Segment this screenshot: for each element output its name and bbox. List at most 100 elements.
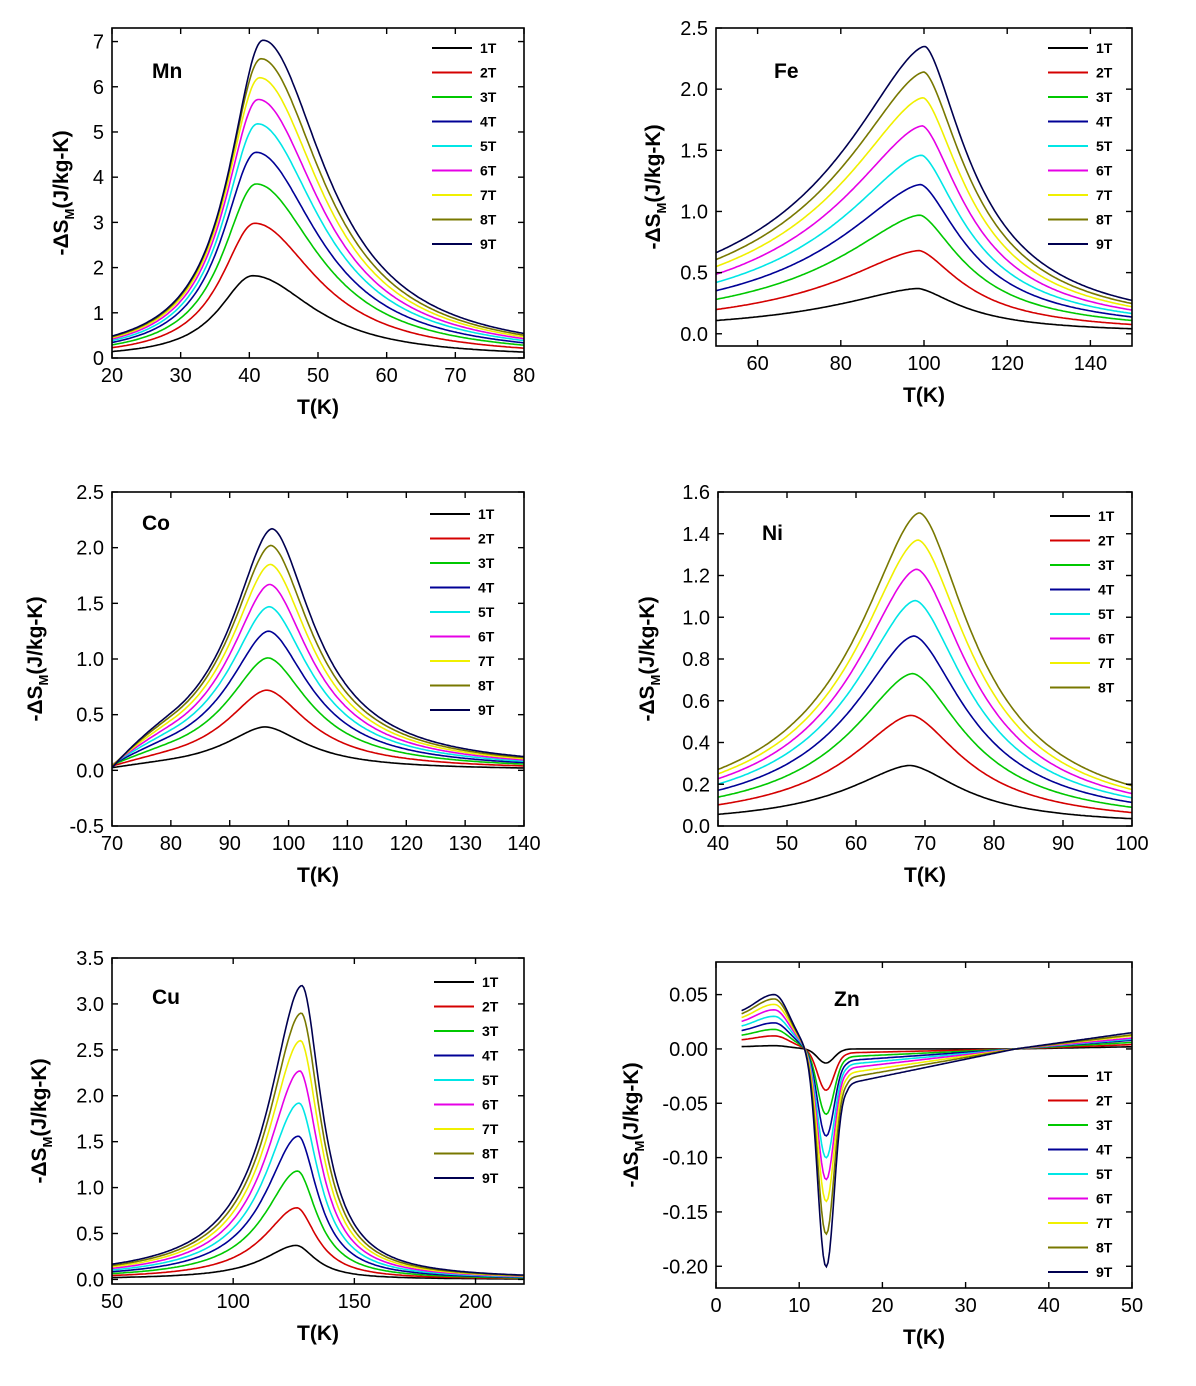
y-tick-label: 4 <box>93 167 104 189</box>
legend-label-9T: 9T <box>478 702 495 718</box>
x-tick-label: 100 <box>907 353 940 375</box>
series-line-1T <box>112 726 524 769</box>
series-line-4T <box>112 630 524 766</box>
series-line-3T <box>718 672 1132 809</box>
legend-label-1T: 1T <box>1096 1068 1113 1084</box>
y-tick-label: 1.0 <box>680 201 708 223</box>
series-line-7T <box>112 76 524 339</box>
x-tick-label: 80 <box>830 353 852 375</box>
x-tick-label: 40 <box>1038 1295 1060 1317</box>
series-line-8T <box>112 1012 524 1277</box>
legend-label-6T: 6T <box>1096 163 1113 179</box>
panel-zn: 0 10 20 30 40 50 -0.20 -0.15 -0.10 -0.05 0.00 0.05 T… <box>620 961 1143 1349</box>
legend-label-5T: 5T <box>480 138 497 154</box>
series-line-7T <box>716 96 1132 308</box>
legend-label-9T: 9T <box>1096 236 1113 252</box>
x-axis-label: T(K) <box>297 396 339 419</box>
legend-label-7T: 7T <box>1096 187 1113 203</box>
x-axis-label: T(K) <box>297 864 339 887</box>
x-tick-label: 140 <box>507 833 540 855</box>
curves <box>716 45 1132 330</box>
x-tick-label: 50 <box>101 1291 123 1313</box>
y-tick-label: 2.5 <box>76 1040 104 1062</box>
y-tick-label: 0 <box>93 348 104 370</box>
series-line-9T <box>741 993 1132 1269</box>
series-line-9T <box>112 39 524 337</box>
series-line-7T <box>112 1039 524 1277</box>
x-tick-label: 30 <box>170 365 192 387</box>
series-line-6T <box>741 1008 1132 1181</box>
x-tick-label: 50 <box>776 833 798 855</box>
series-line-7T <box>718 539 1132 791</box>
legend-label-7T: 7T <box>482 1121 499 1137</box>
y-tick-label: 2 <box>93 258 104 280</box>
series-line-8T <box>716 71 1132 305</box>
x-tick-label: 40 <box>238 365 260 387</box>
y-tick-label: 1.5 <box>680 140 708 162</box>
series-line-9T <box>716 45 1132 302</box>
x-tick-label: 70 <box>101 833 123 855</box>
x-axis-label: T(K) <box>297 1322 339 1345</box>
x-tick-label: 110 <box>331 833 363 855</box>
x-tick-label: 140 <box>1074 353 1107 375</box>
y-tick-label: 0.5 <box>680 263 708 285</box>
legend-label-5T: 5T <box>1098 606 1115 622</box>
series-line-1T <box>716 287 1132 330</box>
series-line-5T <box>112 605 524 766</box>
x-tick-label: 70 <box>444 365 466 387</box>
series-line-4T <box>112 151 524 344</box>
curves <box>741 993 1132 1269</box>
legend-label-8T: 8T <box>478 678 495 694</box>
y-axis-label: -ΔSM(J/kg-K) <box>24 596 51 721</box>
y-axis-label: -ΔSM(J/kg-K) <box>620 1062 647 1187</box>
series-line-2T <box>718 714 1132 814</box>
y-tick-label: 1.6 <box>682 482 710 504</box>
x-tick-label: 90 <box>1052 833 1074 855</box>
x-tick-label: 80 <box>983 833 1005 855</box>
x-tick-label: 50 <box>1121 1295 1143 1317</box>
x-tick-label: 130 <box>448 833 481 855</box>
y-tick-label: 0.4 <box>682 733 710 755</box>
series-line-5T <box>718 599 1132 799</box>
series-line-1T <box>718 764 1132 820</box>
panel-title: Mn <box>152 60 182 83</box>
legend-label-5T: 5T <box>1096 1166 1113 1182</box>
x-tick-label: 200 <box>459 1291 492 1313</box>
x-tick-label: 20 <box>101 365 123 387</box>
x-tick-label: 60 <box>845 833 867 855</box>
x-tick-label: 70 <box>914 833 936 855</box>
legend-label-1T: 1T <box>1098 508 1115 524</box>
series-line-8T <box>112 544 524 768</box>
legend-label-4T: 4T <box>478 580 495 596</box>
series-line-4T <box>112 1135 524 1279</box>
series-line-4T <box>716 183 1132 318</box>
curves <box>718 512 1132 820</box>
legend-label-6T: 6T <box>480 163 497 179</box>
legend-label-7T: 7T <box>1098 655 1115 671</box>
series-line-1T <box>112 274 524 353</box>
y-tick-label: 1.0 <box>682 607 710 629</box>
legend-label-8T: 8T <box>1096 212 1113 228</box>
y-tick-label: 0.6 <box>682 691 710 713</box>
x-tick-label: 0 <box>710 1295 721 1317</box>
series-line-5T <box>716 154 1132 315</box>
legend-label-8T: 8T <box>1096 1240 1113 1256</box>
legend-label-9T: 9T <box>1096 1264 1113 1280</box>
y-tick-label: 0.5 <box>76 705 104 727</box>
y-tick-label: 2.0 <box>680 79 708 101</box>
legend-label-7T: 7T <box>480 187 497 203</box>
y-tick-label: 0.2 <box>682 774 710 796</box>
x-tick-label: 10 <box>788 1295 810 1317</box>
y-tick-label: -0.15 <box>662 1202 708 1224</box>
x-tick-label: 150 <box>338 1291 371 1313</box>
series-line-8T <box>718 512 1132 787</box>
y-tick-label: 0.0 <box>682 816 710 838</box>
plot-frame <box>111 957 525 1285</box>
y-tick-label: 2.5 <box>76 482 104 504</box>
series-line-6T <box>112 583 524 766</box>
x-tick-label: 100 <box>216 1291 249 1313</box>
y-axis-label: -ΔSM(J/kg-K) <box>642 124 669 249</box>
y-tick-label: 0.5 <box>76 1223 104 1245</box>
series-line-7T <box>112 563 524 767</box>
